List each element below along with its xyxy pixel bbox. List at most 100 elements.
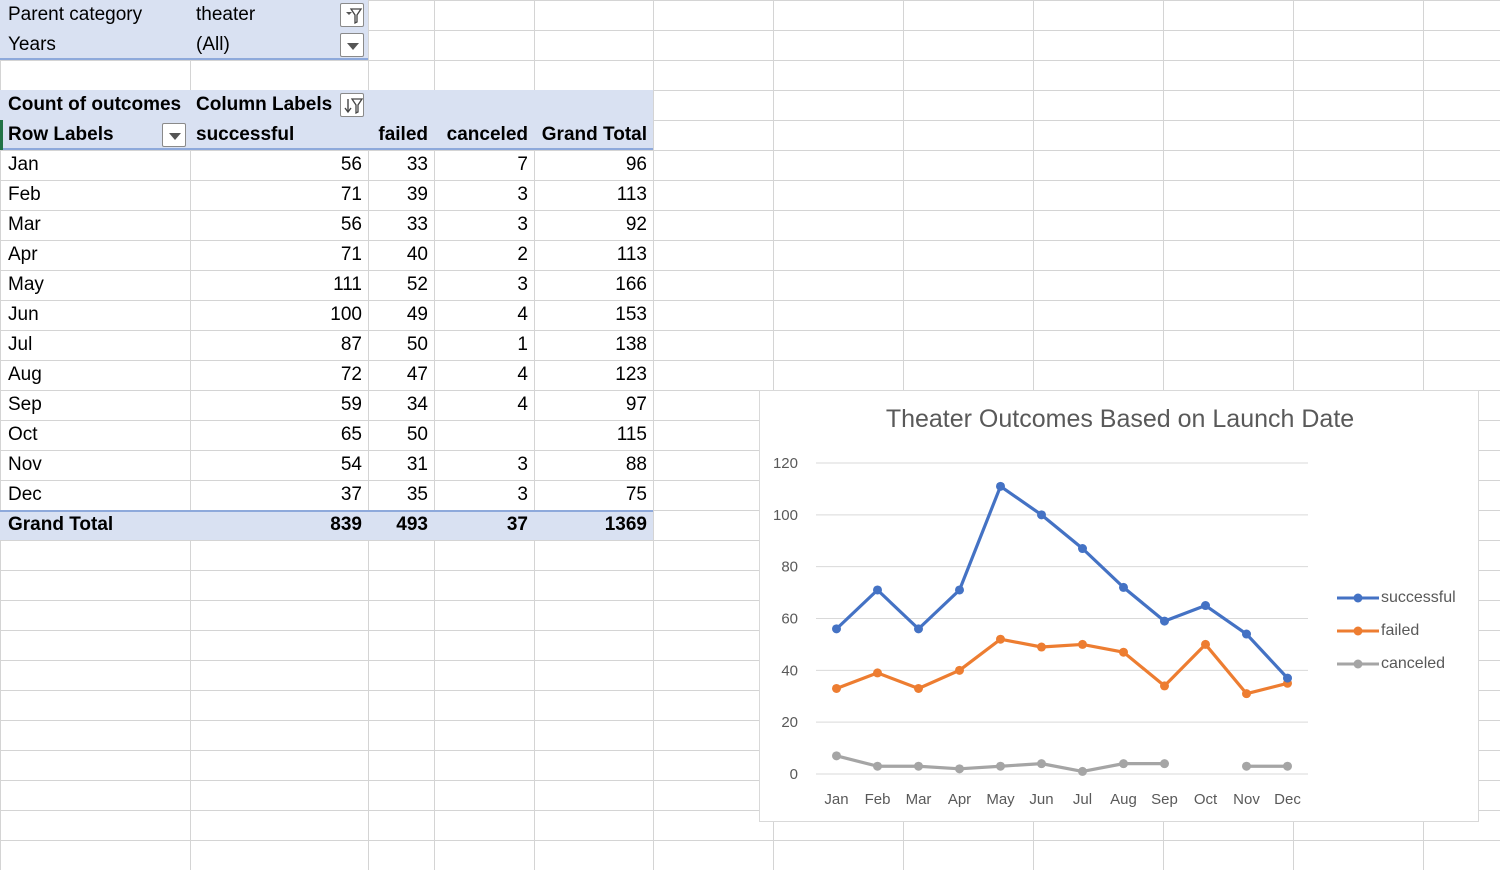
cell-failed[interactable]: 49: [406, 304, 428, 325]
x-tick-label: Jun: [1029, 791, 1053, 808]
cell-grand-total[interactable]: 96: [625, 154, 647, 175]
grand-total-grand-total[interactable]: 1369: [604, 514, 647, 535]
cell-failed[interactable]: 39: [406, 184, 428, 205]
legend-label: successful: [1381, 589, 1456, 606]
years-filter-button[interactable]: [340, 33, 364, 57]
row-label[interactable]: Dec: [8, 484, 42, 505]
cell-canceled[interactable]: 7: [517, 154, 528, 175]
filter-value-parent-category[interactable]: theater: [190, 0, 368, 30]
cell-successful[interactable]: 100: [330, 304, 362, 325]
row-label[interactable]: Mar: [8, 214, 41, 235]
row-label[interactable]: Aug: [8, 364, 42, 385]
pivot-column-header-canceled[interactable]: canceled: [446, 124, 528, 145]
y-tick-label: 120: [773, 455, 798, 472]
cell-canceled[interactable]: 1: [517, 334, 528, 355]
row-label[interactable]: May: [8, 274, 44, 295]
grand-total-label[interactable]: Grand Total: [8, 514, 114, 535]
cell-canceled[interactable]: 3: [517, 214, 528, 235]
x-tick-label: May: [986, 791, 1015, 808]
grand-total-canceled[interactable]: 37: [506, 514, 528, 535]
data-point-failed: [832, 683, 841, 693]
cell-failed[interactable]: 47: [406, 364, 428, 385]
grand-total-successful[interactable]: 839: [330, 514, 362, 535]
grand-total-failed[interactable]: 493: [396, 514, 428, 535]
chart-title[interactable]: Theater Outcomes Based on Launch Date: [885, 405, 1355, 433]
row-label[interactable]: Jan: [8, 154, 39, 175]
cell-failed[interactable]: 33: [406, 154, 428, 175]
cell-failed[interactable]: 50: [406, 424, 428, 445]
cell-successful[interactable]: 71: [340, 184, 362, 205]
column-labels-filter-button[interactable]: [340, 93, 364, 117]
data-point-successful: [1119, 582, 1128, 592]
cell-successful[interactable]: 72: [340, 364, 362, 385]
data-point-successful: [873, 585, 882, 595]
data-point-successful: [1242, 629, 1251, 639]
row-label[interactable]: Nov: [8, 454, 42, 475]
row-label[interactable]: Jul: [8, 334, 33, 355]
cell-failed[interactable]: 35: [406, 484, 428, 505]
data-point-canceled: [873, 761, 882, 771]
cell-successful[interactable]: 65: [340, 424, 362, 445]
x-tick-label: Nov: [1233, 791, 1260, 808]
cell-failed[interactable]: 34: [406, 394, 428, 415]
cell-failed[interactable]: 52: [406, 274, 428, 295]
cell-grand-total[interactable]: 92: [625, 214, 647, 235]
cell-grand-total[interactable]: 113: [616, 184, 647, 205]
cell-grand-total[interactable]: 75: [625, 484, 647, 505]
cell-canceled[interactable]: 3: [517, 184, 528, 205]
pivot-value-label[interactable]: Count of outcomes: [8, 94, 182, 115]
x-tick-label: Mar: [906, 791, 932, 808]
cell-successful[interactable]: 71: [340, 244, 362, 265]
filter-applied-icon: [346, 8, 363, 25]
row-label[interactable]: Apr: [8, 244, 38, 265]
cell-canceled[interactable]: 4: [517, 394, 528, 415]
x-tick-label: Apr: [948, 791, 971, 808]
cell-successful[interactable]: 37: [340, 484, 362, 505]
filter-value-years[interactable]: (All): [190, 30, 368, 60]
cell-failed[interactable]: 40: [406, 244, 428, 265]
pivot-row-labels-header[interactable]: Row Labels: [8, 124, 114, 145]
row-labels-filter-button[interactable]: [162, 123, 186, 147]
row-label[interactable]: Oct: [8, 424, 38, 445]
cell-grand-total[interactable]: 97: [625, 394, 647, 415]
data-point-failed: [996, 634, 1005, 644]
row-label[interactable]: Feb: [8, 184, 41, 205]
cell-grand-total[interactable]: 138: [615, 334, 647, 355]
x-tick-label: Dec: [1274, 791, 1301, 808]
cell-grand-total[interactable]: 113: [616, 244, 647, 265]
cell-grand-total[interactable]: 123: [615, 364, 647, 385]
cell-failed[interactable]: 31: [406, 454, 428, 475]
cell-canceled[interactable]: 4: [517, 364, 528, 385]
cell-failed[interactable]: 33: [406, 214, 428, 235]
cell-successful[interactable]: 111: [333, 274, 362, 295]
cell-grand-total[interactable]: 88: [625, 454, 647, 475]
cell-grand-total[interactable]: 166: [615, 274, 647, 295]
cell-successful[interactable]: 54: [340, 454, 362, 475]
line-chart[interactable]: 0 20 40 60 80 100 120 Jan Feb Mar Apr May Jun Jul Aug S…: [759, 390, 1479, 822]
cell-canceled[interactable]: 4: [517, 304, 528, 325]
pivot-column-header-successful[interactable]: successful: [196, 124, 295, 145]
cell-successful[interactable]: 56: [340, 154, 362, 175]
cell-successful[interactable]: 56: [340, 214, 362, 235]
cell-canceled[interactable]: [434, 420, 534, 450]
row-label[interactable]: Jun: [8, 304, 39, 325]
y-tick-label: 20: [781, 714, 798, 731]
row-label[interactable]: Sep: [8, 394, 42, 415]
cell-grand-total[interactable]: 153: [615, 304, 647, 325]
cell-canceled[interactable]: 2: [517, 244, 528, 265]
cell-successful[interactable]: 87: [340, 334, 362, 355]
pivot-column-header-failed[interactable]: failed: [378, 124, 428, 145]
pivot-column-labels-header[interactable]: Column Labels: [196, 94, 333, 115]
y-tick-label: 100: [773, 507, 798, 524]
legend-label: failed: [1381, 622, 1420, 639]
cell-canceled[interactable]: 3: [517, 274, 528, 295]
cell-grand-total[interactable]: 115: [616, 424, 647, 445]
parent-category-filter-button[interactable]: [340, 3, 364, 27]
filter-label-years: Years: [0, 30, 190, 60]
cell-successful[interactable]: 59: [340, 394, 362, 415]
data-point-successful: [1283, 673, 1292, 683]
cell-canceled[interactable]: 3: [517, 484, 528, 505]
pivot-column-header-grand-total[interactable]: Grand Total: [541, 124, 647, 145]
cell-failed[interactable]: 50: [406, 334, 428, 355]
cell-canceled[interactable]: 3: [517, 454, 528, 475]
